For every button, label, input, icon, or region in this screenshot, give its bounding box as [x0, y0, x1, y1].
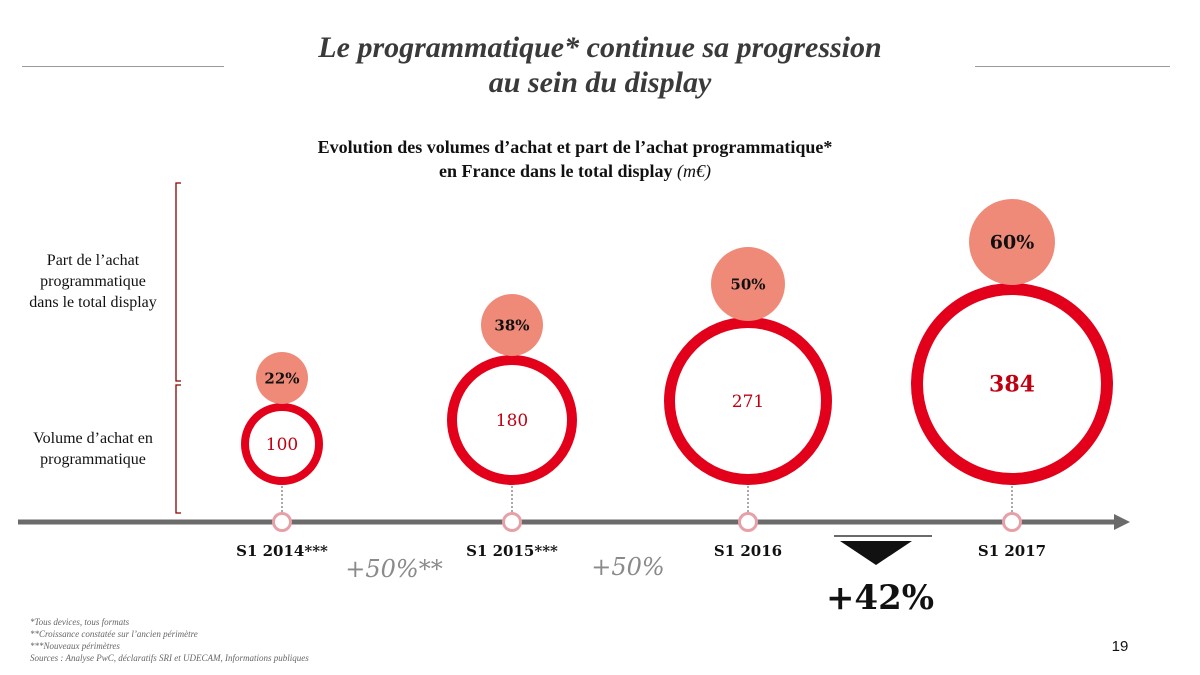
growth-highlight-arrow — [840, 541, 912, 565]
timeline-marker — [738, 512, 758, 532]
footnote-2: **Croissance constatée sur l’ancien péri… — [30, 629, 198, 639]
title-rule-right — [975, 66, 1170, 67]
volume-value-label: 180 — [496, 411, 528, 431]
share-value-label: 60% — [990, 232, 1035, 254]
volume-label-line-1: Volume d’achat en — [33, 430, 153, 447]
page-number: 19 — [1111, 638, 1129, 655]
slide-title-line-2: au sein du display — [488, 66, 712, 99]
growth-label: +50% — [591, 553, 664, 581]
growth-label: +50%** — [345, 555, 442, 583]
volume-ring — [241, 403, 323, 485]
share-bubble — [256, 352, 308, 404]
category-label: S1 2014*** — [236, 542, 328, 560]
category-label: S1 2016 — [714, 542, 782, 560]
share-bubble — [481, 294, 543, 356]
timeline-marker — [1002, 512, 1022, 532]
volume-ring — [664, 317, 832, 485]
volume-value-label: 384 — [989, 372, 1035, 398]
volume-ring — [911, 283, 1113, 485]
volume-label: Volume d’achat en programmatique — [18, 428, 168, 470]
volume-value-label: 271 — [732, 392, 764, 412]
chart-title-line-1: Evolution des volumes d’achat et part de… — [317, 137, 833, 157]
title-rule-left — [22, 66, 224, 67]
category-label: S1 2017 — [978, 542, 1046, 560]
share-label-line-3: dans le total display — [29, 294, 157, 311]
share-value-label: 22% — [264, 369, 299, 387]
slide-title: Le programmatique* continue sa progressi… — [230, 30, 970, 100]
chart-title-line-2: en France dans le total display (m€) — [200, 159, 950, 183]
share-bubble — [711, 247, 785, 321]
share-value-label: 50% — [730, 275, 765, 293]
share-bracket — [175, 182, 181, 382]
timeline-marker — [502, 512, 522, 532]
chart-title-line-2-text: en France dans le total display — [438, 161, 673, 181]
share-bubble — [969, 199, 1055, 285]
timeline-arrowhead — [1114, 514, 1130, 530]
footnote-3: ***Nouveaux périmètres — [30, 641, 120, 651]
growth-label-highlight: +42% — [826, 578, 934, 618]
category-label: S1 2015*** — [466, 542, 558, 560]
volume-value-label: 100 — [266, 435, 298, 455]
chart-title: Evolution des volumes d’achat et part de… — [200, 135, 950, 183]
volume-ring — [447, 355, 577, 485]
volume-label-line-2: programmatique — [40, 451, 146, 468]
share-label-line-2: programmatique — [40, 273, 146, 290]
footnote-sources: Sources : Analyse PwC, déclaratifs SRI e… — [30, 653, 309, 663]
footnotes: *Tous devices, tous formats **Croissance… — [30, 616, 309, 664]
slide-title-line-1: Le programmatique* continue sa progressi… — [318, 31, 882, 64]
share-value-label: 38% — [494, 316, 529, 334]
share-label-line-1: Part de l’achat — [46, 252, 140, 269]
share-label: Part de l’achat programmatique dans le t… — [18, 250, 168, 313]
timeline-marker — [272, 512, 292, 532]
chart-title-unit: (m€) — [677, 161, 711, 181]
volume-bracket — [175, 384, 181, 514]
footnote-1: *Tous devices, tous formats — [30, 617, 130, 627]
